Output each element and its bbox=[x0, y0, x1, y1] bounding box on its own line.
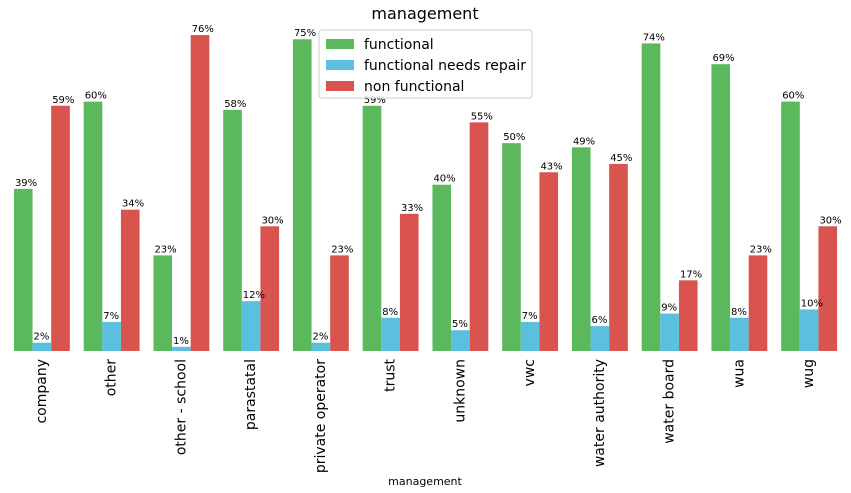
data-label: 8% bbox=[731, 307, 747, 318]
data-label: 45% bbox=[610, 153, 632, 164]
legend-label: functional bbox=[364, 37, 434, 53]
bar-other-functional-needs-repair bbox=[102, 321, 121, 351]
data-label: 76% bbox=[192, 24, 214, 35]
bar-parastatal-non-functional bbox=[260, 226, 280, 351]
data-label: 23% bbox=[154, 244, 176, 255]
bar-other---school-functional bbox=[153, 255, 173, 351]
legend: functional functional needs repair non fun… bbox=[318, 29, 533, 99]
bar-other-functional bbox=[83, 101, 103, 351]
data-label: 8% bbox=[382, 307, 398, 318]
data-label: 2% bbox=[34, 332, 50, 343]
bar-other---school-functional-needs-repair bbox=[172, 346, 191, 351]
bar-vwc-non-functional bbox=[539, 172, 559, 351]
x-tick-label: unknown bbox=[452, 359, 468, 423]
data-label: 50% bbox=[503, 132, 525, 143]
data-label: 1% bbox=[173, 336, 189, 347]
bar-unknown-functional-needs-repair bbox=[451, 330, 470, 351]
bar-trust-functional bbox=[362, 105, 382, 351]
bar-parastatal-functional-needs-repair bbox=[241, 301, 261, 351]
data-label: 5% bbox=[452, 319, 468, 330]
data-label: 55% bbox=[471, 111, 493, 122]
data-label: 43% bbox=[540, 161, 562, 172]
data-label: 75% bbox=[294, 28, 316, 39]
legend-label: non functional bbox=[364, 79, 464, 95]
bar-unknown-functional bbox=[432, 184, 452, 351]
legend-label: functional needs repair bbox=[364, 58, 526, 74]
bars-group bbox=[13, 35, 838, 352]
data-label: 74% bbox=[643, 32, 665, 43]
data-label: 40% bbox=[433, 174, 455, 185]
x-tick-label: private operator bbox=[313, 359, 329, 473]
data-label: 59% bbox=[364, 95, 386, 106]
bar-vwc-functional bbox=[502, 143, 521, 351]
bar-wua-non-functional bbox=[748, 255, 768, 351]
x-tick-labels-group: company other other - school parastatal priv… bbox=[34, 358, 817, 473]
data-label: 30% bbox=[261, 215, 283, 226]
bar-water-authority-non-functional bbox=[609, 163, 628, 351]
data-label: 59% bbox=[52, 95, 74, 106]
bar-water-authority-functional-needs-repair bbox=[590, 326, 610, 351]
bar-company-non-functional bbox=[51, 105, 70, 351]
data-label: 23% bbox=[331, 244, 353, 255]
bar-wug-functional-needs-repair bbox=[799, 309, 819, 351]
data-label: 60% bbox=[85, 91, 107, 102]
bar-water-board-functional-needs-repair bbox=[660, 313, 679, 351]
bar-trust-functional-needs-repair bbox=[381, 317, 400, 351]
chart-title: management bbox=[371, 4, 478, 23]
data-label: 23% bbox=[750, 244, 772, 255]
bar-wug-non-functional bbox=[818, 226, 838, 351]
x-tick-label: water authority bbox=[592, 359, 608, 467]
bar-company-functional-needs-repair bbox=[32, 342, 52, 351]
x-tick-label: wua bbox=[731, 359, 747, 388]
x-tick-label: water board bbox=[662, 359, 678, 444]
data-label: 10% bbox=[801, 298, 823, 309]
data-label: 58% bbox=[224, 99, 246, 110]
legend-swatch bbox=[326, 81, 354, 91]
data-label: 49% bbox=[573, 136, 595, 147]
bar-parastatal-functional bbox=[223, 109, 242, 352]
bar-private-operator-functional bbox=[292, 39, 312, 352]
bar-water-board-non-functional bbox=[678, 280, 698, 351]
bar-vwc-functional-needs-repair bbox=[520, 321, 540, 351]
data-label: 7% bbox=[103, 311, 119, 322]
x-tick-label: trust bbox=[383, 358, 399, 391]
bar-unknown-non-functional bbox=[469, 122, 489, 352]
x-tick-label: vwc bbox=[522, 359, 538, 386]
bar-company-functional bbox=[13, 188, 33, 351]
data-labels-group: 39% 2% 59% 60% 7% 34% 23% 1% 76% 58% 12% 30% 75% 2% 23… bbox=[15, 24, 842, 347]
bar-other---school-non-functional bbox=[190, 35, 210, 351]
x-tick-label: other bbox=[104, 359, 120, 397]
bar-private-operator-functional-needs-repair bbox=[311, 342, 331, 351]
bar-other-non-functional bbox=[120, 209, 140, 351]
data-label: 9% bbox=[661, 303, 677, 314]
bar-water-board-functional bbox=[641, 43, 661, 351]
data-label: 17% bbox=[680, 269, 702, 280]
data-label: 33% bbox=[401, 203, 423, 214]
bar-wua-functional bbox=[711, 64, 731, 352]
legend-swatch bbox=[326, 60, 354, 70]
x-tick-label: wug bbox=[801, 359, 817, 388]
data-label: 34% bbox=[122, 199, 144, 210]
x-axis-label: management bbox=[388, 475, 462, 488]
data-label: 69% bbox=[712, 53, 734, 64]
x-tick-label: company bbox=[34, 359, 50, 424]
legend-swatch bbox=[326, 39, 354, 49]
data-label: 6% bbox=[592, 315, 608, 326]
bar-wug-functional bbox=[781, 101, 800, 351]
data-label: 30% bbox=[819, 215, 841, 226]
x-tick-label: other - school bbox=[173, 359, 189, 455]
bar-private-operator-non-functional bbox=[330, 255, 349, 351]
x-tick-label: parastatal bbox=[243, 359, 259, 430]
bar-wua-functional-needs-repair bbox=[730, 317, 749, 351]
data-label: 39% bbox=[15, 178, 37, 189]
data-label: 2% bbox=[313, 332, 329, 343]
data-label: 12% bbox=[243, 290, 265, 301]
bar-water-authority-functional bbox=[571, 147, 591, 351]
legend-frame bbox=[318, 29, 533, 99]
data-label: 60% bbox=[782, 91, 804, 102]
data-label: 7% bbox=[522, 311, 538, 322]
bar-trust-non-functional bbox=[399, 213, 419, 351]
